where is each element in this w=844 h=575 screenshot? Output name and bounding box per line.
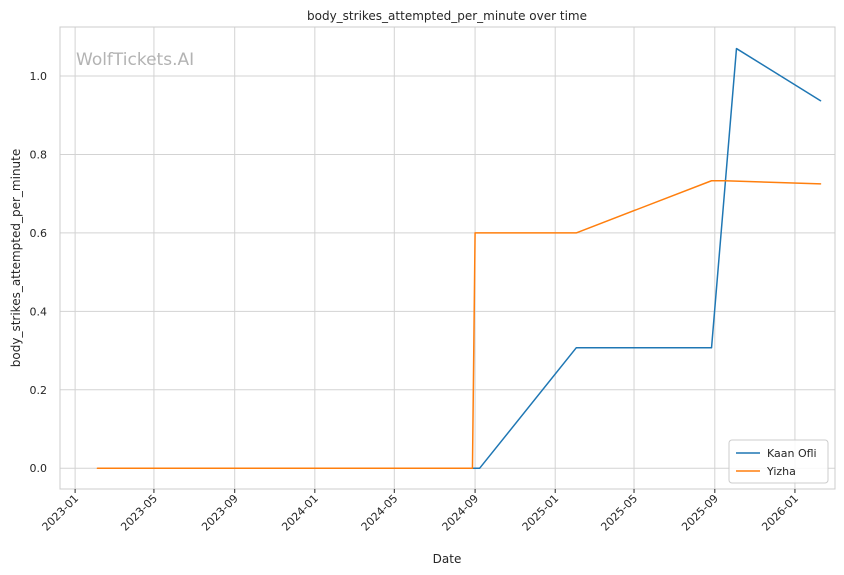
y-tick-label: 0.6 [30,227,48,240]
watermark-text: WolfTickets.AI [76,50,194,70]
x-axis-ticks: 2023-01 2023-05 2023-09 2024-01 2024-05 2024-… [40,489,801,534]
legend-label-yizha: Yizha [766,465,796,478]
chart-title: body_strikes_attempted_per_minute over t… [307,9,587,23]
y-tick-label: 0.4 [30,305,48,318]
y-tick-label: 1.0 [30,70,48,83]
x-tick-label: 2023-09 [199,492,241,534]
legend-box [728,439,829,484]
series-lines [96,47,822,469]
x-tick-label: 2025-01 [520,492,562,534]
x-axis-label: Date [433,552,462,566]
y-axis-ticks: 0.0 0.2 0.4 0.6 0.8 1.0 [30,70,48,475]
x-tick-label: 2026-01 [759,492,801,534]
series-line-kaan-ofli [471,47,822,469]
x-tick-label: 2025-09 [679,492,721,534]
x-tick-label: 2024-09 [440,492,482,534]
y-tick-label: 0.0 [30,462,48,475]
legend: Kaan Ofli Yizha [728,439,829,484]
y-axis-label: body_strikes_attempted_per_minute [9,149,23,367]
legend-label-kaan-ofli: Kaan Ofli [767,447,817,460]
plot-frame [59,26,836,490]
series-line-yizha [96,179,822,469]
x-tick-label: 2024-01 [279,492,321,534]
x-tick-label: 2023-01 [40,492,82,534]
x-tick-label: 2024-05 [359,492,401,534]
y-tick-label: 0.2 [30,384,48,397]
x-tick-label: 2023-05 [118,492,160,534]
y-tick-label: 0.8 [30,148,48,161]
x-tick-label: 2025-05 [598,492,640,534]
